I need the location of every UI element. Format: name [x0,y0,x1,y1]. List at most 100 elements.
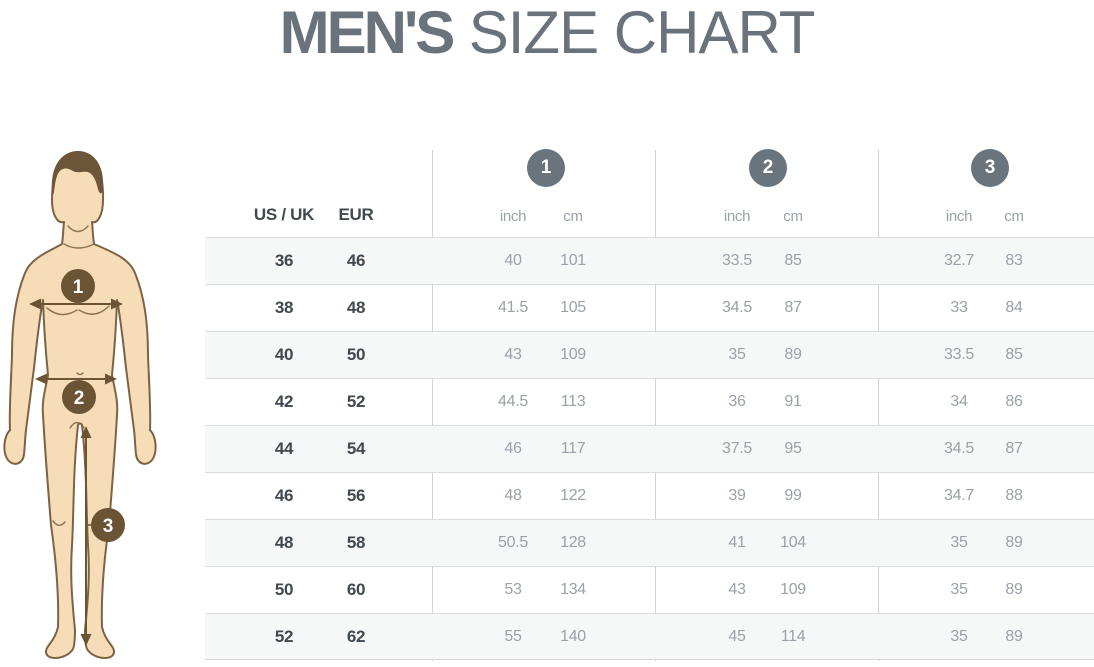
table-body: 36 46 40 101 33.5 85 32.7 83 38 48 41.5 … [205,237,1094,660]
cell-m3-cm: 89 [1005,581,1023,598]
cell-m3-cm: 86 [1005,393,1023,410]
cell-m3-cm: 84 [1005,299,1023,316]
group-2-badge: 2 [749,149,787,187]
header-g1-cm: cm [563,208,583,225]
cell-m3-inch: 34.7 [944,487,974,504]
figure-marker-2: 2 [62,380,96,414]
header-g1-inch: inch [499,208,527,225]
cell-m2-cm: 85 [784,252,802,269]
cell-m2-inch: 35 [728,346,746,363]
table-row: 50 60 53 134 43 109 35 89 [205,566,1094,613]
figure-marker-3-number: 3 [103,516,114,537]
cell-m2-inch: 34.5 [722,299,752,316]
cell-m2-inch: 33.5 [722,252,752,269]
cell-m2-cm: 114 [780,627,806,645]
cell-eur: 58 [346,533,366,552]
header-g2-inch: inch [723,208,751,225]
cell-eur: 52 [346,392,366,411]
table-row: 42 52 44.5 113 36 91 34 86 [205,378,1094,425]
cell-m1-inch: 43 [504,346,522,363]
cell-m1-cm: 140 [560,627,586,645]
cell-m1-inch: 55 [504,627,522,645]
cell-us-uk: 52 [274,626,294,646]
cell-m1-cm: 128 [560,534,586,551]
title-bold-part: MEN'S [279,0,456,66]
cell-us-uk: 46 [274,486,294,505]
cell-m1-inch: 44.5 [498,393,528,410]
cell-m1-inch: 53 [504,581,522,598]
cell-eur: 62 [346,626,366,646]
hair [51,151,104,195]
waist-arrow [35,373,117,385]
figure-illustration: 1 2 3 [3,151,157,659]
figure-marker-3: 3 [91,508,125,542]
cell-m2-inch: 45 [728,627,746,645]
cell-eur: 60 [346,580,366,599]
cell-m1-inch: 50.5 [498,534,528,551]
table-row: 44 54 46 117 37.5 95 34.5 87 [205,425,1094,472]
column-divider [432,150,433,661]
cell-m2-cm: 104 [780,534,806,551]
cell-m2-cm: 109 [780,581,806,598]
cell-m1-cm: 109 [560,346,586,363]
cell-m1-cm: 101 [560,252,586,269]
cell-eur: 50 [346,345,366,364]
cell-us-uk: 44 [274,439,294,458]
page-title: MEN'S SIZE CHART [0,0,1094,66]
size-table: 1 2 3 US / UK EUR inch cm inch cm inch c… [205,140,1094,662]
cell-m2-cm: 95 [784,440,802,457]
cell-m3-inch: 35 [950,534,968,551]
header-g2-cm: cm [783,208,803,225]
table-row: 52 62 55 140 45 114 35 89 [205,613,1094,660]
cell-eur: 54 [346,439,366,458]
group-3-badge: 3 [971,149,1009,187]
cell-m1-inch: 46 [504,440,522,457]
figure-marker-1: 1 [61,269,95,303]
table-header: 1 2 3 US / UK EUR inch cm inch cm inch c… [205,140,1094,237]
cell-us-uk: 42 [274,392,294,411]
cell-m2-inch: 41 [728,534,746,551]
cell-eur: 56 [346,486,366,505]
cell-m3-inch: 33.5 [944,346,974,363]
cell-m3-inch: 35 [950,627,968,645]
cell-m3-cm: 89 [1005,534,1023,551]
cell-m2-inch: 37.5 [722,440,752,457]
figure-marker-2-number: 2 [74,388,85,409]
figure-marker-1-circle [61,269,95,303]
table-row: 40 50 43 109 35 89 33.5 85 [205,331,1094,378]
cell-m3-cm: 85 [1005,346,1023,363]
column-divider [878,150,879,661]
cell-m1-cm: 122 [560,487,586,504]
table-row: 36 46 40 101 33.5 85 32.7 83 [205,237,1094,284]
header-g3-cm: cm [1004,208,1024,225]
cell-m1-cm: 134 [560,581,586,598]
cell-us-uk: 40 [274,345,294,364]
group-1-badge: 1 [527,149,565,187]
cell-m1-cm: 117 [560,440,586,457]
cell-m3-cm: 88 [1005,487,1023,504]
cell-eur: 46 [346,251,366,270]
table-row: 46 56 48 122 39 99 34.7 88 [205,472,1094,519]
body-measurement-figure: 1 2 3 [0,140,205,667]
cell-m1-cm: 105 [560,299,586,316]
cell-m3-inch: 34.5 [944,440,974,457]
cell-m2-cm: 87 [784,299,802,316]
cell-us-uk: 36 [274,251,294,270]
cell-us-uk: 38 [274,298,294,317]
cell-eur: 48 [346,298,366,317]
cell-m2-cm: 89 [784,346,802,363]
cell-us-uk: 48 [274,533,294,552]
table-row: 38 48 41.5 105 34.5 87 33 84 [205,284,1094,331]
cell-us-uk: 50 [274,580,294,599]
figure-marker-3-circle [91,508,125,542]
cell-m3-inch: 33 [950,299,968,316]
column-divider [655,150,656,661]
measurement-arrows [29,298,123,646]
cell-m3-cm: 87 [1005,440,1023,457]
title-light-part: SIZE CHART [468,0,816,66]
cell-m3-cm: 83 [1005,252,1023,269]
cell-m1-inch: 40 [504,252,522,269]
header-us-uk: US / UK [253,205,315,224]
cell-m3-inch: 34 [950,393,968,410]
